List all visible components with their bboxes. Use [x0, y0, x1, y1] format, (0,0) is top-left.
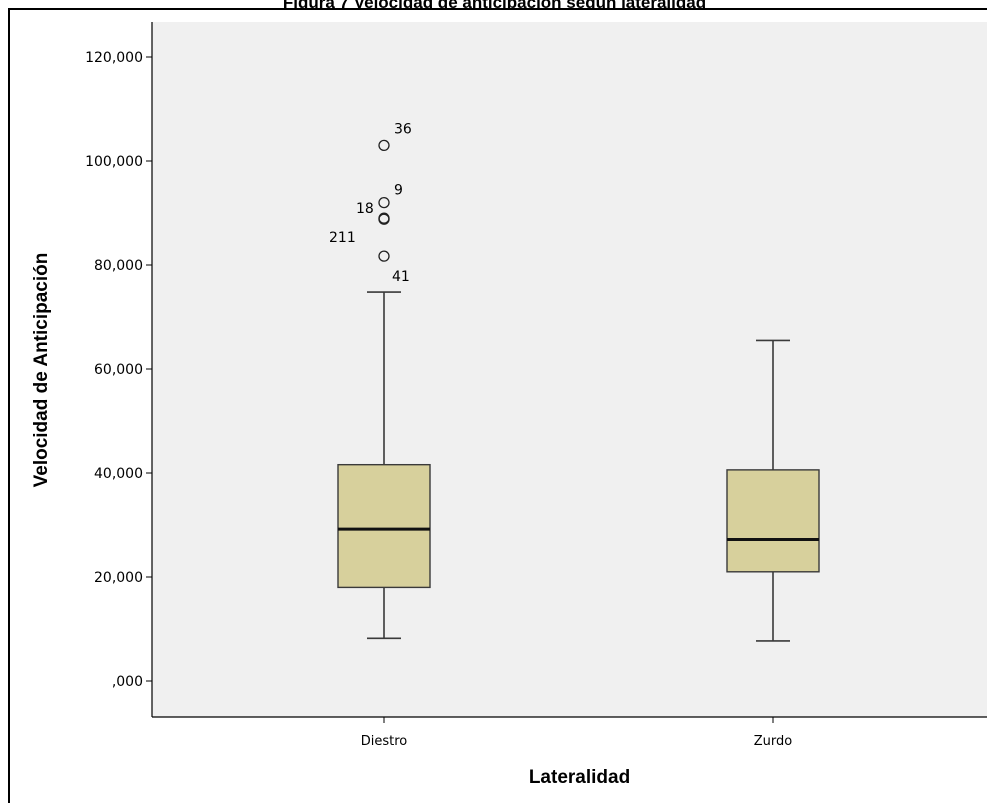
outlier-label: 9	[394, 183, 403, 199]
y-tick-label: 40,000	[94, 466, 143, 482]
y-tick-label: 20,000	[94, 570, 143, 586]
iqr-box	[337, 463, 431, 589]
y-axis-title: Velocidad de Anticipación	[31, 253, 52, 488]
outlier-point	[378, 139, 390, 152]
outlier-point	[378, 196, 390, 209]
y-tick-label: ,000	[112, 674, 143, 690]
outlier-label: 36	[394, 121, 412, 137]
outlier-label: 18	[356, 201, 374, 217]
plot-area	[152, 22, 987, 717]
y-tick-label: 80,000	[94, 258, 143, 274]
box-group-zurdo	[726, 339, 820, 642]
y-tick-label: 120,000	[85, 50, 143, 66]
y-tick-label: 100,000	[85, 154, 143, 170]
x-axis: Diestro Zurdo	[152, 716, 987, 749]
y-axis: ,000 20,000 40,000 60,000 80,000 100,000 120,0…	[85, 22, 153, 717]
x-axis-title: Lateralidad	[529, 767, 630, 788]
y-tick-label: 60,000	[94, 362, 143, 378]
outlier-label: 211	[329, 230, 356, 246]
outlier-point	[378, 213, 390, 225]
outlier-label: 41	[392, 269, 410, 285]
x-tick-label: Diestro	[361, 734, 408, 749]
outlier-point	[378, 250, 390, 262]
x-tick-label: Zurdo	[754, 734, 793, 749]
iqr-box	[726, 469, 820, 573]
